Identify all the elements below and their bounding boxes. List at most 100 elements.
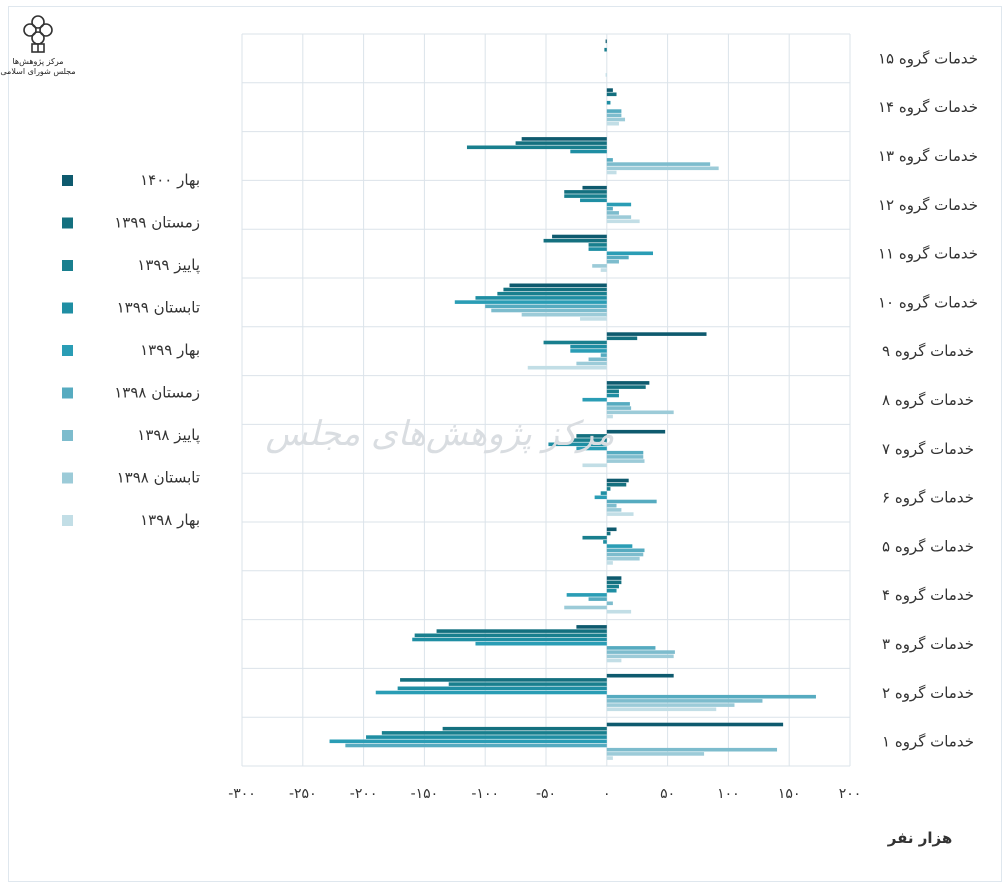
bar-3-8: [606, 609, 632, 614]
bar-7-0: [606, 381, 650, 385]
legend-label-1: زمستان ۱۳۹۹: [114, 214, 200, 232]
bar-5-4: [594, 495, 607, 500]
bar-1-0: [606, 673, 674, 678]
bar-10-5: [606, 255, 629, 260]
logo: مرکز پژوهش‌ها مجلس شورای اسلامی: [0, 15, 76, 76]
bar-3-7: [564, 605, 607, 610]
bar-4-4: [606, 544, 633, 548]
logo-line-2: مجلس شورای اسلامی: [0, 67, 75, 76]
bar-10-4: [606, 251, 654, 256]
bar-12-8: [606, 170, 617, 175]
bar-9-2: [497, 291, 607, 296]
bar-5-5: [606, 499, 657, 504]
legend-label-7: تابستان ۱۳۹۸: [117, 469, 200, 487]
bar-3-2: [606, 584, 619, 589]
bar-13-3: [606, 100, 611, 105]
category-label-13: خدمات گروه ۱۴: [878, 98, 978, 116]
bar-11-0: [582, 185, 607, 190]
bar-4-7: [606, 556, 640, 561]
bar-12-5: [606, 158, 613, 162]
bar-4-3: [603, 540, 607, 544]
bar-3-1: [606, 580, 622, 585]
bar-5-2: [606, 487, 611, 491]
bar-0-4: [329, 739, 607, 744]
category-label-14: خدمات گروه ۱۵: [878, 49, 978, 67]
bar-10-8: [600, 268, 607, 272]
bar-4-8: [606, 561, 613, 565]
bar-5-1: [606, 482, 627, 487]
legend-label-4: بهار ۱۳۹۹: [140, 341, 200, 359]
bar-0-2: [381, 731, 607, 735]
legend-label-6: پاییز ۱۳۹۸: [137, 426, 200, 445]
bar-3-6: [606, 601, 613, 606]
bar-1-2: [448, 682, 607, 686]
x-tick-label-2: -۲۰۰: [350, 786, 378, 802]
bar-5-7: [606, 508, 622, 512]
bar-13-6: [606, 113, 622, 118]
bar-13-7: [606, 117, 626, 122]
bar-8-8: [527, 365, 607, 370]
bar-7-4: [582, 397, 607, 402]
bar-7-1: [606, 385, 646, 389]
legend: بهار ۱۴۰۰ زمستان ۱۳۹۹ پاییز ۱۳۹۹ تابستان ۱۳…: [62, 171, 200, 529]
category-label-12: خدمات گروه ۱۳: [878, 147, 978, 165]
bar-11-6: [606, 211, 619, 215]
bar-12-2: [466, 145, 607, 150]
bar-8-7: [576, 361, 607, 366]
category-label-3: خدمات گروه ۴: [882, 586, 974, 604]
bar-4-5: [606, 548, 645, 553]
legend-item-4: بهار ۱۳۹۹: [62, 341, 200, 359]
bar-6-3: [548, 442, 607, 447]
bar-6-0: [606, 429, 666, 434]
bar-9-4: [454, 300, 607, 304]
bar-10-3: [588, 247, 607, 251]
bar-5-8: [606, 512, 634, 516]
bar-11-7: [606, 215, 632, 219]
bar-1-7: [606, 703, 735, 707]
bar-0-0: [606, 722, 784, 727]
legend-swatch-1: [62, 217, 73, 229]
category-label-10: خدمات گروه ۱۱: [878, 245, 978, 263]
bar-7-8: [606, 414, 613, 419]
legend-item-5: زمستان ۱۳۹۸: [62, 384, 200, 402]
bar-1-1: [400, 678, 607, 682]
legend-item-1: زمستان ۱۳۹۹: [62, 214, 200, 232]
x-tick-label-6: ۰: [603, 786, 611, 802]
bar-12-3: [570, 149, 607, 154]
bar-9-7: [521, 312, 607, 317]
bar-0-7: [606, 752, 705, 756]
bar-0-8: [606, 756, 613, 760]
bar-6-5: [606, 450, 644, 455]
bar-12-0: [521, 137, 607, 141]
x-tick-label-9: ۱۵۰: [778, 786, 801, 802]
x-tick-label-8: ۱۰۰: [717, 786, 740, 802]
x-tick-labels: -۳۰۰ -۲۵۰ -۲۰۰ -۱۵۰ -۱۰۰ -۵۰ ۰ ۵۰ ۱۰۰ ۱۵۰ ۲۰۰: [228, 786, 861, 802]
bar-8-6: [588, 357, 607, 362]
bar-9-3: [475, 296, 607, 300]
legend-swatch-6: [62, 430, 73, 441]
bar-9-8: [580, 317, 607, 321]
bar-7-3: [606, 393, 619, 398]
watermark: مرکز پژوهش‌های مجلس: [265, 414, 614, 454]
legend-label-8: بهار ۱۳۹۸: [140, 511, 200, 529]
bar-10-2: [588, 243, 607, 247]
category-label-11: خدمات گروه ۱۲: [878, 196, 978, 214]
legend-swatch-7: [62, 472, 73, 484]
bar-4-1: [606, 531, 611, 536]
category-labels: خدمات گروه ۱ خدمات گروه ۲ خدمات گروه ۳ خدما…: [878, 49, 978, 750]
legend-label-2: پاییز ۱۳۹۹: [137, 256, 200, 275]
bar-11-1: [564, 190, 607, 194]
bar-2-4: [475, 641, 607, 646]
figure-frame: [8, 6, 1002, 882]
bar-2-7: [606, 654, 674, 659]
bar-2-3: [412, 637, 607, 642]
logo-line-1: مرکز پژوهش‌ها: [12, 57, 63, 66]
bar-13-1: [606, 92, 617, 97]
bar-3-0: [606, 576, 622, 580]
bar-6-1: [576, 434, 607, 438]
bar-3-4: [566, 593, 607, 597]
category-label-6: خدمات گروه ۷: [882, 440, 974, 458]
bar-9-5: [485, 304, 607, 309]
bar-6-4: [576, 446, 607, 451]
x-tick-label-3: -۱۵۰: [411, 786, 439, 802]
